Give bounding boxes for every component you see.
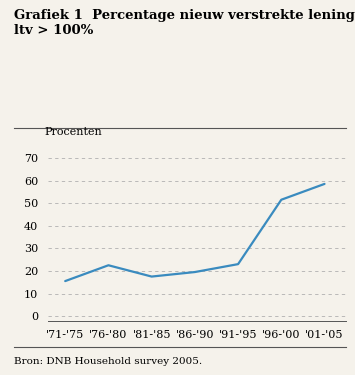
Text: Bron: DNB Household survey 2005.: Bron: DNB Household survey 2005. [14, 357, 202, 366]
Text: Procenten: Procenten [44, 127, 102, 137]
Text: Grafiek 1  Percentage nieuw verstrekte leningen met: Grafiek 1 Percentage nieuw verstrekte le… [14, 9, 355, 22]
Text: ltv > 100%: ltv > 100% [14, 24, 94, 38]
